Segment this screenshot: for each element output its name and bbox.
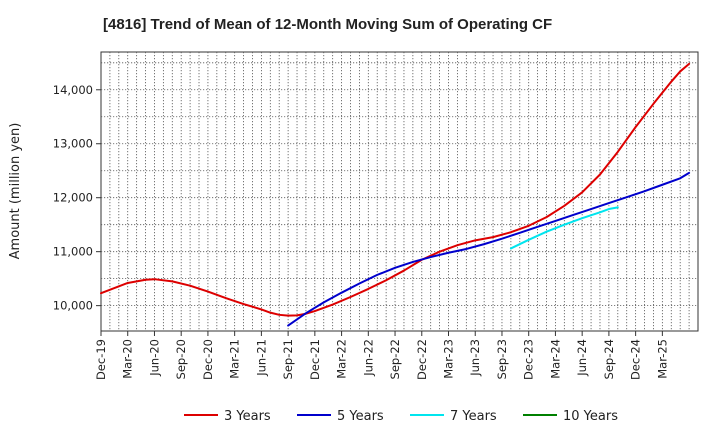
x-tick-label: Jun-23: [468, 339, 482, 377]
legend-label: 10 Years: [563, 409, 618, 424]
series-line-5-years: [287, 171, 691, 327]
x-axis-ticks: Dec-19 Mar-20 Jun-20 Sep-20 Dec-20 Mar-21 Jun-…: [94, 331, 669, 380]
x-tick-label: Sep-21: [281, 339, 295, 379]
x-tick-label: Dec-21: [308, 339, 322, 380]
series-line-7-years: [509, 206, 619, 250]
y-tick-label: 11,000: [53, 245, 93, 259]
y-axis-ticks: 10,000 11,000 12,000 13,000 14,000: [53, 83, 101, 313]
legend-label: 5 Years: [337, 409, 384, 424]
y-tick-label: 10,000: [53, 299, 93, 313]
x-tick-label: Dec-19: [94, 339, 108, 380]
x-tick-label: Mar-23: [442, 339, 456, 379]
x-tick-label: Jun-21: [254, 339, 268, 377]
x-tick-label: Sep-22: [388, 339, 402, 379]
x-tick-label: Jun-24: [575, 339, 589, 377]
x-tick-label: Jun-22: [361, 339, 375, 377]
x-tick-label: Mar-22: [335, 339, 349, 379]
y-tick-label: 12,000: [53, 191, 93, 205]
series-lines: [100, 62, 691, 327]
x-tick-label: Mar-24: [548, 339, 562, 379]
chart-title: [4816] Trend of Mean of 12-Month Moving …: [103, 16, 552, 33]
x-tick-label: Mar-21: [228, 339, 242, 379]
horizontal-gridlines: [101, 62, 698, 307]
series-line-3-years: [100, 62, 691, 317]
x-tick-label: Dec-24: [629, 339, 643, 380]
y-tick-label: 14,000: [53, 83, 93, 97]
legend-label: 3 Years: [224, 409, 271, 424]
plot-area: [100, 51, 699, 332]
x-tick-label: Sep-23: [495, 339, 509, 379]
x-tick-label: Sep-24: [602, 339, 616, 379]
y-tick-label: 13,000: [53, 137, 93, 151]
x-tick-label: Dec-20: [201, 339, 215, 380]
x-tick-label: Dec-22: [415, 339, 429, 380]
x-tick-label: Jun-20: [147, 339, 161, 377]
y-axis-label: Amount (million yen): [8, 123, 23, 260]
x-tick-label: Mar-20: [121, 339, 135, 379]
legend-label: 7 Years: [450, 409, 497, 424]
x-tick-label: Dec-23: [522, 339, 536, 380]
x-tick-label: Sep-20: [174, 339, 188, 379]
x-tick-label: Mar-25: [655, 339, 669, 379]
legend: 3 Years 5 Years 7 Years 10 Years: [184, 409, 618, 424]
